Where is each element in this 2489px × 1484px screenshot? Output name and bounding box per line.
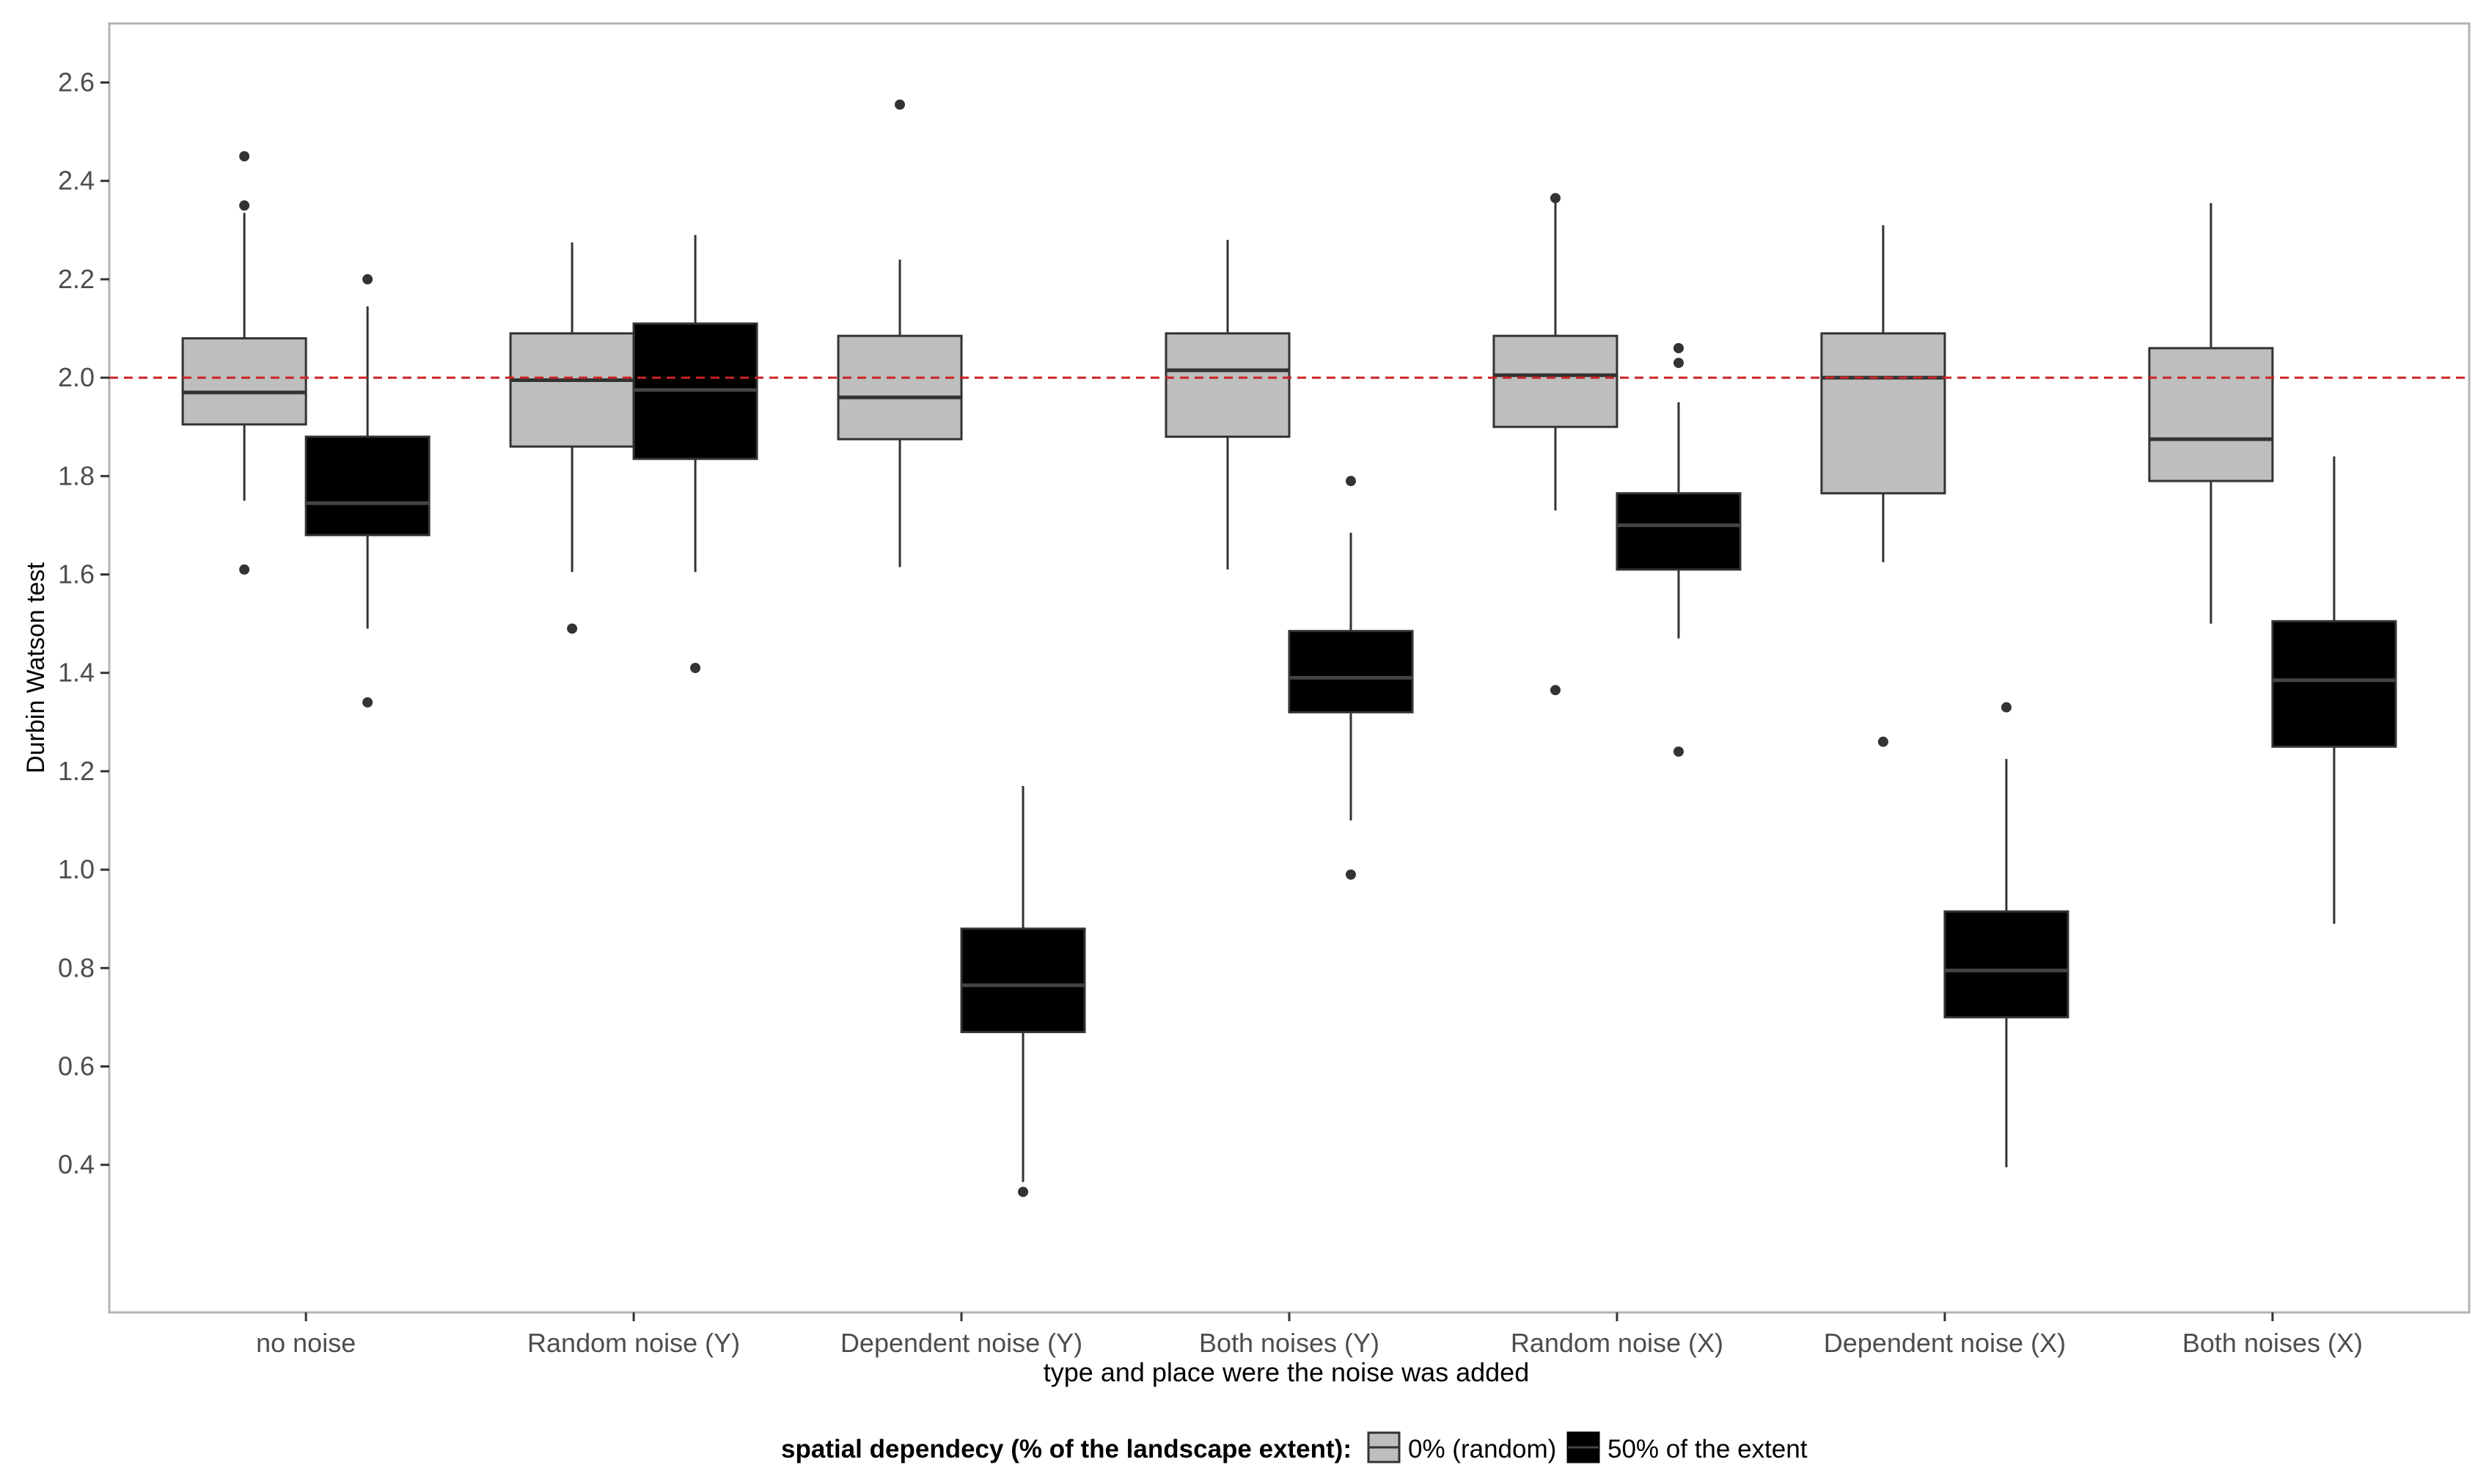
legend-key-random xyxy=(1367,1431,1401,1463)
x-tick-label: Dependent noise (Y) xyxy=(840,1328,1082,1358)
box xyxy=(1820,332,1946,495)
x-tick-label: Random noise (X) xyxy=(1511,1328,1723,1358)
outlier-point xyxy=(1673,746,1684,757)
outlier-point xyxy=(1018,1186,1029,1197)
box-group xyxy=(2148,202,2274,624)
y-axis-title: Durbin Watson test xyxy=(22,562,50,774)
legend-label-extent: 50% of the extent xyxy=(1608,1435,1808,1463)
outlier-point xyxy=(690,663,701,673)
box-group xyxy=(2271,456,2397,924)
outlier-point xyxy=(1877,736,1888,747)
y-tick-label: 0.4 xyxy=(58,1150,95,1180)
y-tick-label: 1.2 xyxy=(58,756,95,786)
box xyxy=(1288,630,1414,713)
y-tick-label: 2.6 xyxy=(58,67,95,98)
x-tick-label: Random noise (Y) xyxy=(527,1328,740,1358)
y-tick-label: 1.8 xyxy=(58,460,95,491)
y-tick-label: 1.0 xyxy=(58,854,95,884)
y-tick-label: 0.6 xyxy=(58,1051,95,1081)
x-tick-label: Both noises (X) xyxy=(2182,1328,2363,1358)
outlier-point xyxy=(895,99,906,110)
box xyxy=(2271,620,2397,748)
box xyxy=(1943,910,2070,1018)
box xyxy=(1165,332,1291,438)
box-group xyxy=(1288,476,1414,880)
box xyxy=(1492,334,1619,428)
outlier-point xyxy=(1550,685,1561,696)
y-tick-label: 0.8 xyxy=(58,952,95,982)
y-tick-label: 2.0 xyxy=(58,362,95,392)
box-group xyxy=(1820,225,1946,747)
series-extent xyxy=(304,235,2397,1197)
box-group xyxy=(304,273,430,708)
y-tick-label: 2.4 xyxy=(58,166,95,196)
box-group xyxy=(960,786,1086,1197)
x-tick-label: Both noises (Y) xyxy=(1199,1328,1379,1358)
x-axis-title: type and place were the noise was added xyxy=(1044,1357,1529,1387)
box-group xyxy=(1492,193,1619,696)
box xyxy=(837,334,963,441)
x-tick-label: Dependent noise (X) xyxy=(1824,1328,2066,1358)
box-group xyxy=(509,242,635,634)
outlier-point xyxy=(239,200,250,211)
boxplot-series xyxy=(181,99,2397,1197)
outlier-point xyxy=(1346,869,1356,880)
legend-title: spatial dependecy (% of the landscape ex… xyxy=(781,1435,1352,1463)
box-group xyxy=(837,99,963,567)
series-random xyxy=(181,99,2274,747)
outlier-point xyxy=(1346,476,1356,487)
box-group xyxy=(1616,342,1742,757)
box xyxy=(304,436,430,537)
legend: spatial dependecy (% of the landscape ex… xyxy=(781,1431,1808,1463)
x-axis: no noise Random noise (Y) Dependent noise … xyxy=(256,1312,2363,1358)
y-tick-label: 1.6 xyxy=(58,559,95,589)
box-group xyxy=(1943,702,2070,1168)
y-tick-label: 2.2 xyxy=(58,264,95,294)
box xyxy=(2148,347,2274,482)
box-group xyxy=(1165,240,1291,570)
y-axis: 0.4 0.6 0.8 1.0 1.2 1.4 1.6 1.8 2.0 2.2 2.4 2.6 xyxy=(58,67,109,1180)
outlier-point xyxy=(362,697,373,708)
outlier-point xyxy=(1550,193,1561,204)
box xyxy=(181,337,307,426)
outlier-point xyxy=(567,623,578,634)
box xyxy=(1616,492,1742,571)
legend-key-extent xyxy=(1566,1431,1600,1463)
outlier-point xyxy=(1673,357,1684,368)
outlier-point xyxy=(2001,702,2012,713)
x-tick-label: no noise xyxy=(256,1328,356,1358)
box-group xyxy=(181,151,307,575)
outlier-point xyxy=(1673,342,1684,353)
outlier-point xyxy=(239,151,250,162)
outlier-point xyxy=(362,273,373,284)
box xyxy=(960,928,1086,1034)
outlier-point xyxy=(239,564,250,575)
y-tick-label: 1.4 xyxy=(58,658,95,688)
legend-label-random: 0% (random) xyxy=(1408,1435,1556,1463)
box xyxy=(509,332,635,448)
box-group xyxy=(632,235,758,673)
